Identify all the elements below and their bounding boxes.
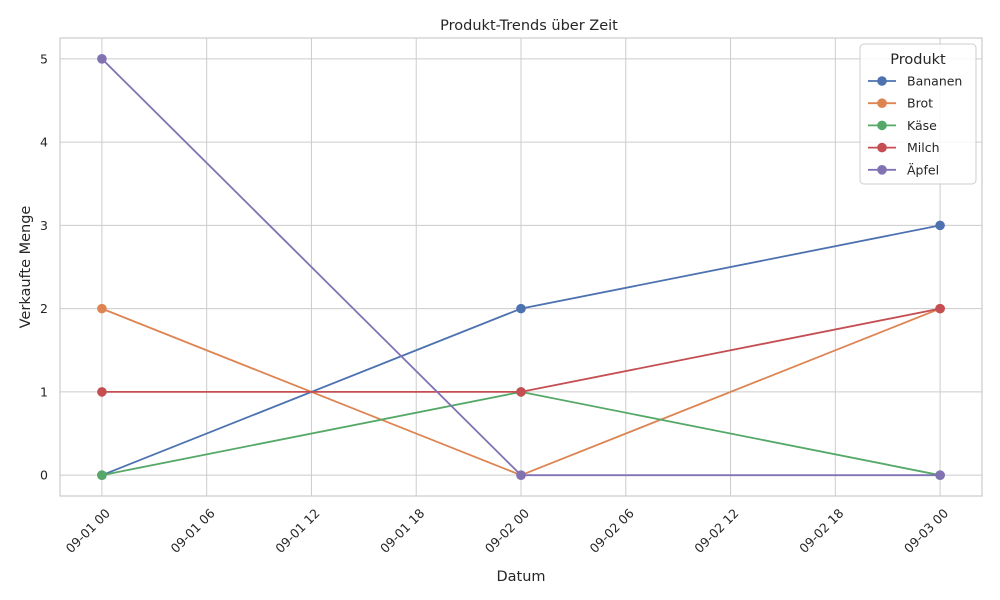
data-point xyxy=(97,470,107,480)
data-point xyxy=(97,303,107,314)
legend: Produkt Bananen Brot Käse Milch Äpfel xyxy=(859,43,977,185)
y-tick-label: 0 xyxy=(40,468,48,483)
legend-item: Äpfel xyxy=(868,162,939,177)
data-point xyxy=(935,220,945,231)
x-tick-label: 09-01 06 xyxy=(167,505,217,555)
data-point xyxy=(935,470,945,480)
legend-title: Produkt xyxy=(890,52,946,68)
legend-label: Milch xyxy=(907,140,940,155)
y-tick-label: 3 xyxy=(40,218,48,233)
legend-items: Bananen Brot Käse Milch Äpfel xyxy=(868,74,962,177)
x-tick-label: 09-01 00 xyxy=(63,505,113,555)
data-point xyxy=(97,387,107,397)
y-tick-label: 5 xyxy=(40,51,48,66)
x-axis-label: Datum xyxy=(496,569,545,585)
legend-item: Bananen xyxy=(868,74,962,89)
y-tick-label: 2 xyxy=(40,301,48,316)
legend-marker xyxy=(877,120,887,131)
data-point xyxy=(97,54,107,64)
x-tick-label: 09-03 00 xyxy=(901,505,951,555)
legend-label: Bananen xyxy=(907,74,962,89)
x-tick-label: 09-02 00 xyxy=(482,505,532,555)
x-tick-label: 09-01 18 xyxy=(377,505,427,555)
series-milch xyxy=(97,303,945,397)
grid xyxy=(60,38,982,496)
legend-marker xyxy=(877,142,887,153)
x-axis-ticks: 09-01 00 09-01 06 09-01 12 09-01 18 09-02 00… xyxy=(63,505,952,555)
legend-item: Brot xyxy=(868,96,933,111)
x-tick-label: 09-02 18 xyxy=(796,505,846,555)
legend-marker xyxy=(877,98,887,108)
data-point xyxy=(516,303,526,314)
legend-item: Milch xyxy=(868,140,940,155)
plot-frame xyxy=(59,37,983,497)
legend-item: Käse xyxy=(868,118,937,133)
series-äpfel xyxy=(97,54,945,480)
data-point xyxy=(935,303,945,314)
data-point xyxy=(516,387,526,397)
legend-label: Käse xyxy=(907,118,937,133)
legend-box xyxy=(859,43,977,185)
y-tick-label: 4 xyxy=(40,135,48,150)
x-tick-label: 09-02 06 xyxy=(587,505,637,555)
legend-label: Äpfel xyxy=(907,162,939,177)
y-axis-label: Verkaufte Menge xyxy=(18,206,34,329)
y-axis-ticks: 0 1 2 3 4 5 xyxy=(40,51,48,482)
series-layer xyxy=(97,54,945,480)
legend-marker xyxy=(877,76,887,86)
chart-title: Produkt-Trends über Zeit xyxy=(440,18,618,34)
legend-label: Brot xyxy=(907,96,933,111)
y-tick-label: 1 xyxy=(40,384,48,399)
data-point xyxy=(516,470,526,480)
x-tick-label: 09-01 12 xyxy=(272,506,322,556)
legend-marker xyxy=(877,165,887,175)
x-tick-label: 09-02 12 xyxy=(691,506,741,556)
